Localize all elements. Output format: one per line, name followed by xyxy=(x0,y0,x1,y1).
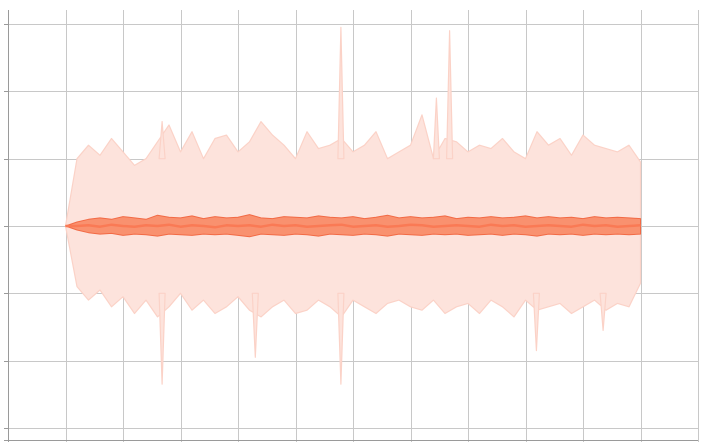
outer-band-spike xyxy=(158,292,166,385)
outer-band-spike xyxy=(251,292,259,358)
outer-band-spike xyxy=(158,121,166,160)
outer-band-spike xyxy=(532,292,540,352)
center-line xyxy=(65,223,641,229)
outer-band-spike xyxy=(337,292,345,385)
outer-band-spike xyxy=(599,292,607,331)
outer-band-spike xyxy=(432,97,440,160)
outer-band-spike xyxy=(337,26,345,160)
series xyxy=(64,26,642,385)
axes xyxy=(4,10,698,442)
outer-band-spike xyxy=(446,30,454,160)
